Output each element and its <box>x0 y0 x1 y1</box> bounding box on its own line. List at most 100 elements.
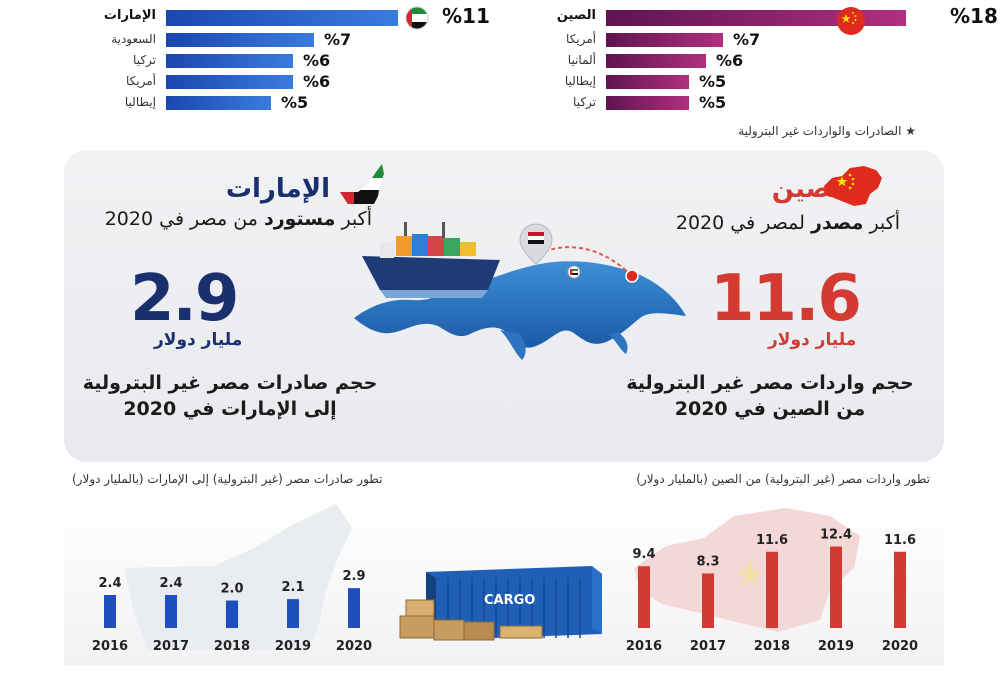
chart-category-label: 2016 <box>626 639 662 654</box>
footnote-text: الصادرات والواردات غير البترولية <box>738 124 902 138</box>
uae-panel: الإمارات أكبر مستورد من مصر في 2020 2.9 … <box>70 160 390 460</box>
chart-category-label: 2019 <box>818 639 854 654</box>
chart-bar <box>702 573 714 628</box>
cargo-ship-icon <box>362 222 500 298</box>
chart-bar <box>830 546 842 628</box>
chart-category-label: 2018 <box>754 639 790 654</box>
uae-chart-caption: تطور صادرات مصر (غير البترولية) إلى الإم… <box>72 472 383 486</box>
chart-category-label: 2020 <box>336 639 372 654</box>
ranking-label: أمريكا <box>565 32 596 46</box>
china-map-flag-icon <box>824 166 882 206</box>
ranking-percent: %5 <box>699 72 727 91</box>
ranking-label: تركيا <box>133 53 156 67</box>
uae-desc-line2: إلى الإمارات في 2020 <box>123 398 337 420</box>
ranking-percent: %6 <box>303 72 331 91</box>
uae-unit: مليار دولار <box>154 330 243 350</box>
ranking-bar <box>606 75 689 89</box>
chart-bar <box>766 551 778 628</box>
uae-subtitle-bold: مستورد <box>263 208 336 230</box>
uae-map-flag-icon <box>340 164 384 204</box>
uae-subtitle-suffix: من مصر في 2020 <box>104 208 258 230</box>
chart-value-label: 2.4 <box>159 576 182 591</box>
ranking-label: ألمانيا <box>567 53 596 67</box>
uae-subtitle: أكبر مستورد من مصر في 2020 <box>105 208 372 230</box>
chart-value-label: 11.6 <box>756 533 788 548</box>
chart-value-label: 2.1 <box>281 580 304 595</box>
map-landmass <box>354 261 686 348</box>
china-imports-chart: 9.4 2016 8.3 2017 11.6 2018 12.4 2019 11.6 2020 <box>626 508 918 654</box>
chart-category-label: 2016 <box>92 639 128 654</box>
ranking-percent: %7 <box>733 30 761 49</box>
ranking-bar <box>166 75 293 89</box>
china-desc-line2: من الصين في 2020 <box>674 398 866 420</box>
world-map-ship-illustration <box>354 222 686 360</box>
ranking-label: إيطاليا <box>564 74 596 88</box>
china-panel: الصين أكبر مصدر لمصر في 2020 11.6 مليار … <box>620 160 940 460</box>
uae-exports-chart: 2.4 2016 2.4 2017 2.0 2018 2.1 2019 2.9 2020 <box>92 504 372 654</box>
chart-category-label: 2018 <box>214 639 250 654</box>
china-unit: مليار دولار <box>768 330 857 350</box>
chart-category-label: 2020 <box>882 639 918 654</box>
chart-bar <box>638 566 650 628</box>
boxes-icon <box>399 599 543 641</box>
chart-bar <box>104 595 116 628</box>
ranking-bar <box>606 10 906 26</box>
chart-bar <box>226 600 238 628</box>
china-subtitle-bold: مصدر <box>811 212 864 234</box>
ranking-bar <box>606 96 689 110</box>
ranking-label: تركيا <box>573 95 596 109</box>
top-right-ranking: الصين %18 أمريكا %7 ألمانيا %6 إيطاليا %5 تركيا%… <box>500 4 998 116</box>
china-description: حجم واردات مصر غير البترولية من الصين في… <box>600 370 940 422</box>
uae-description: حجم صادرات مصر غير البترولية إلى الإمارا… <box>60 370 400 422</box>
ranking-bar <box>166 33 314 47</box>
chart-bar <box>894 551 906 628</box>
chart-value-label: 11.6 <box>884 533 916 548</box>
ranking-percent: %11 <box>442 4 490 28</box>
uae-flag-icon <box>405 6 429 30</box>
chart-category-label: 2017 <box>690 639 726 654</box>
chart-bar <box>165 595 177 628</box>
chart-value-label: 9.4 <box>632 547 655 562</box>
star-icon: ★ <box>901 124 916 138</box>
chart-value-label: 8.3 <box>696 554 719 569</box>
ranking-percent: %5 <box>281 93 309 112</box>
ranking-percent: %7 <box>324 30 352 49</box>
chart-value-label: 12.4 <box>820 528 852 543</box>
china-subtitle: أكبر مصدر لمصر في 2020 <box>676 212 900 234</box>
chart-category-label: 2019 <box>275 639 311 654</box>
ranking-bar <box>166 96 271 110</box>
chart-bar <box>348 588 360 628</box>
ranking-bar <box>606 54 706 68</box>
chart-value-label: 2.4 <box>98 576 121 591</box>
ranking-label: إيطاليا <box>124 95 156 109</box>
ranking-label: أمريكا <box>125 74 156 88</box>
cargo-container-illustration: CARGO <box>399 566 602 641</box>
china-flag-icon <box>837 7 865 35</box>
uae-heading: الإمارات <box>226 174 330 204</box>
chart-value-label: 2.0 <box>220 582 243 597</box>
top-left-ranking: الإمارات %11 السعودية %7 تركيا %6 أمريكا %6 إيطا… <box>60 4 500 116</box>
egypt-pin-icon <box>519 223 553 265</box>
uae-big-value: 2.9 <box>130 262 239 336</box>
chart-value-label: 2.9 <box>342 569 365 584</box>
chart-category-label: 2017 <box>153 639 189 654</box>
china-big-value: 11.6 <box>710 262 862 336</box>
ranking-percent: %5 <box>699 93 727 112</box>
chart-bar <box>287 599 299 628</box>
china-desc-line1: حجم واردات مصر غير البترولية <box>626 372 914 394</box>
ranking-bar <box>606 33 723 47</box>
container-label: CARGO <box>484 593 535 608</box>
china-chart-caption: تطور واردات مصر (غير البترولية) من الصين… <box>636 472 930 486</box>
ranking-percent: %6 <box>303 51 331 70</box>
ranking-label: الصين <box>556 8 596 23</box>
ranking-bar <box>166 54 293 68</box>
uae-subtitle-prefix: أكبر <box>341 208 372 230</box>
ranking-percent: %18 <box>950 4 998 28</box>
ranking-bar <box>166 10 398 26</box>
footnote: ★ الصادرات والواردات غير البترولية <box>738 124 916 138</box>
uae-pin-icon <box>567 265 581 279</box>
china-pin-icon <box>625 269 639 283</box>
ranking-percent: %6 <box>716 51 744 70</box>
uae-title: الإمارات <box>225 174 330 204</box>
china-subtitle-prefix: أكبر <box>869 212 900 234</box>
